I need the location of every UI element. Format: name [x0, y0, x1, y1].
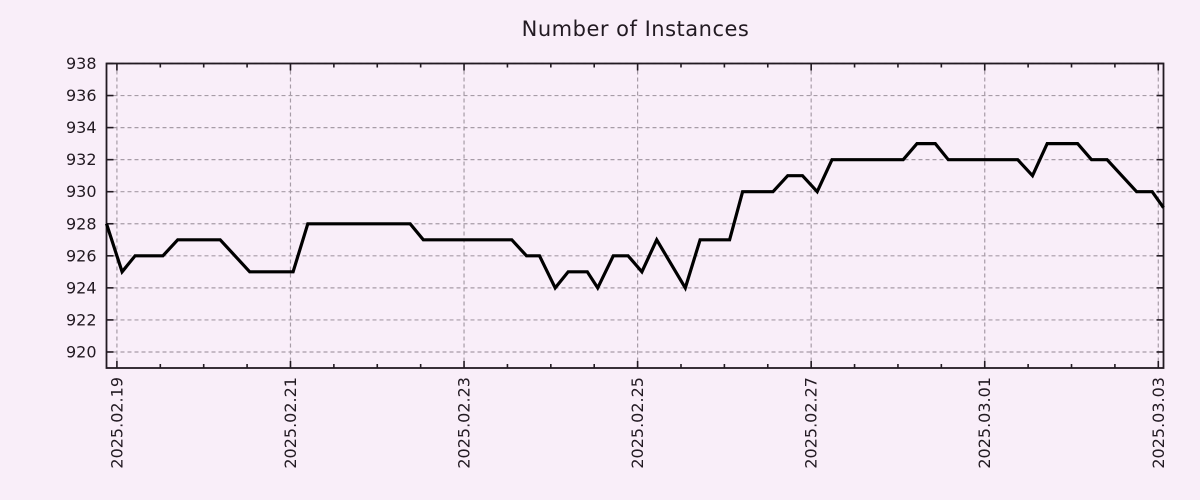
x-tick-label: 2025.03.03 [1149, 377, 1168, 469]
plot-border [105, 62, 1165, 369]
y-tick-label: 936 [66, 86, 97, 105]
y-tick-label: 926 [66, 246, 97, 265]
y-tick-labels: 920 922 924 926 928 930 932 934 936 938 [66, 54, 97, 361]
x-tick-label: 2025.02.25 [628, 377, 647, 469]
axis-ticks [106, 62, 1164, 368]
x-tick-label: 2025.02.19 [107, 377, 126, 469]
y-tick-label: 930 [66, 182, 97, 201]
x-tick-label: 2025.02.23 [455, 377, 474, 469]
y-tick-label: 922 [66, 310, 97, 329]
y-tick-label: 934 [66, 118, 97, 137]
y-tick-label: 924 [66, 278, 97, 297]
y-tick-label: 938 [66, 54, 97, 73]
x-tick-label: 2025.03.01 [975, 377, 994, 469]
gridlines [106, 62, 1164, 368]
x-tick-label: 2025.02.27 [802, 377, 821, 469]
chart-title: Number of Instances [521, 17, 750, 41]
x-tick-labels: 2025.02.19 2025.02.21 2025.02.23 2025.02.25… [107, 377, 1167, 469]
y-tick-label: 932 [66, 150, 97, 169]
y-tick-label: 920 [66, 342, 97, 361]
series-instances-line [104, 142, 1165, 292]
x-tick-label: 2025.02.21 [281, 377, 300, 469]
y-tick-label: 928 [66, 214, 97, 233]
